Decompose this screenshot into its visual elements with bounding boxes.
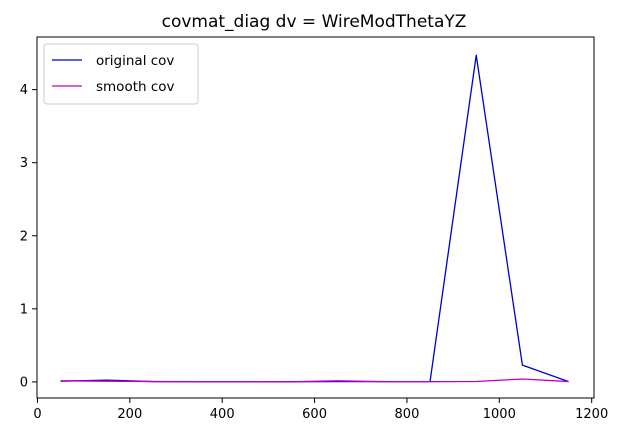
legend-label-1: original cov bbox=[96, 53, 174, 69]
legend-box bbox=[43, 43, 199, 105]
x-tick-label: 200 bbox=[117, 407, 142, 422]
series-layer bbox=[60, 54, 569, 383]
y-tick-label: 0 bbox=[20, 375, 28, 390]
x-tick-label: 1200 bbox=[575, 407, 608, 422]
x-tick-label: 400 bbox=[210, 407, 235, 422]
x-tick-label: 800 bbox=[395, 407, 420, 422]
y-tick-label: 1 bbox=[20, 302, 28, 317]
y-tick-label: 3 bbox=[20, 156, 28, 171]
x-tick-label: 0 bbox=[33, 407, 41, 422]
x-tick-label: 600 bbox=[302, 407, 327, 422]
axes-layer: 0 200 400 600 800 1000 1200 0 1 2 3 4 bbox=[20, 36, 608, 422]
chart-legend: original cov smooth cov bbox=[43, 43, 199, 105]
plot-frame bbox=[36, 36, 595, 399]
series-line-2 bbox=[60, 378, 569, 383]
legend-label-2: smooth cov bbox=[96, 79, 175, 95]
chart-title: covmat_diag dv = WireModThetaYZ bbox=[162, 12, 467, 32]
y-tick-label: 2 bbox=[20, 229, 28, 244]
x-tick-label: 1000 bbox=[483, 407, 516, 422]
y-tick-label: 4 bbox=[20, 83, 28, 98]
